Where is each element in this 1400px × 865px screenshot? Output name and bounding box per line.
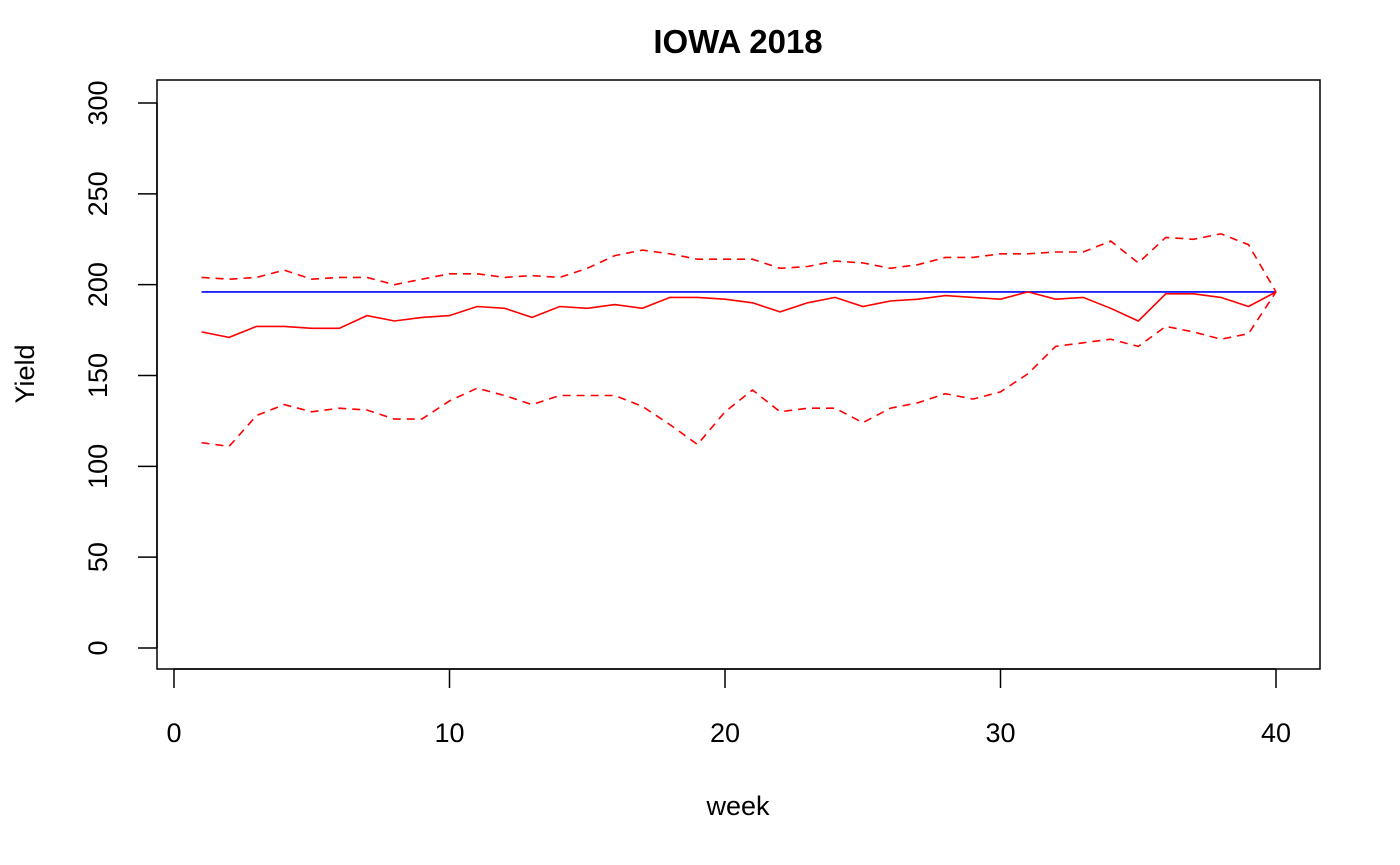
y-tick-label-250: 250 — [83, 171, 113, 216]
y-tick-label-150: 150 — [83, 353, 113, 398]
x-tick-label-10: 10 — [434, 718, 464, 748]
x-axis: 0 10 20 30 40 — [166, 668, 1291, 748]
series-layer — [201, 232, 1277, 448]
y-tick-label-200: 200 — [83, 262, 113, 307]
x-tick-label-0: 0 — [166, 718, 181, 748]
x-tick-label-40: 40 — [1261, 718, 1291, 748]
series-line-3 — [201, 232, 1277, 293]
y-axis: 0 50 100 150 200 250 300 — [83, 80, 158, 656]
y-tick-label-100: 100 — [83, 444, 113, 489]
y-tick-label-300: 300 — [83, 80, 113, 125]
x-tick-label-20: 20 — [710, 718, 740, 748]
y-tick-label-50: 50 — [83, 542, 113, 572]
chart-title: IOWA 2018 — [653, 23, 822, 60]
series-line-4 — [201, 291, 1277, 448]
y-tick-label-0: 0 — [83, 640, 113, 655]
x-axis-label: week — [705, 791, 770, 821]
series-line-2 — [201, 291, 1277, 339]
y-axis-label: Yield — [10, 344, 40, 403]
x-tick-label-30: 30 — [985, 718, 1015, 748]
